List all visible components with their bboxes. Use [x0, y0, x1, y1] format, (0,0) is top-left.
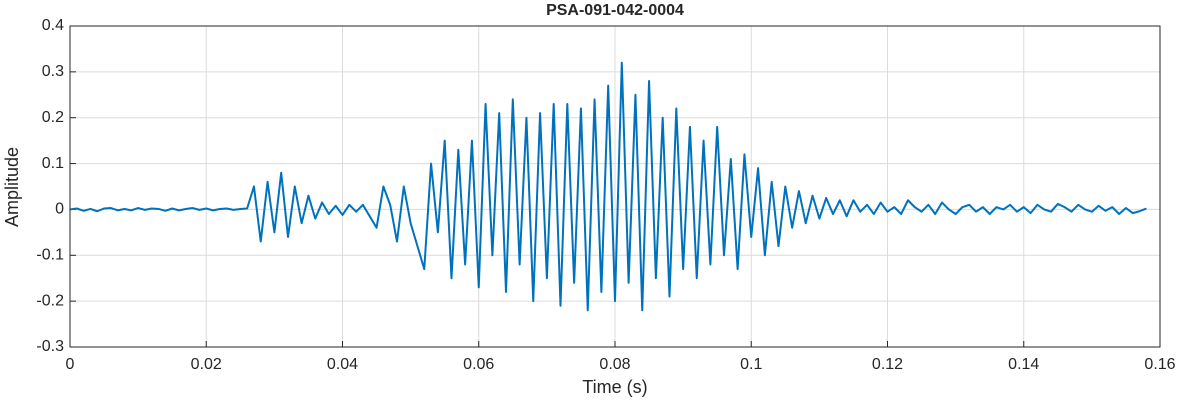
y-tick-label: 0.1: [42, 155, 64, 172]
x-tick-label: 0.04: [327, 356, 358, 373]
x-tick-label: 0.06: [463, 356, 494, 373]
x-tick-label: 0.02: [191, 356, 222, 373]
chart-title: PSA-091-042-0004: [546, 2, 684, 19]
axes-box: [69, 25, 1161, 348]
y-tick-label: 0: [55, 201, 64, 218]
y-tick-label: -0.1: [36, 247, 64, 264]
x-tick-label: 0.1: [740, 356, 762, 373]
x-tick-label: 0.08: [599, 356, 630, 373]
x-tick-label: 0.16: [1144, 356, 1175, 373]
x-tick-label: 0.14: [1008, 356, 1039, 373]
x-tick-label: 0: [66, 356, 75, 373]
x-axis-label: Time (s): [582, 377, 647, 397]
signal-line: [69, 61, 1147, 312]
y-tick-label: -0.2: [36, 292, 64, 309]
y-tick-label: -0.3: [36, 338, 64, 355]
y-tick-label: 0.2: [42, 109, 64, 126]
y-tick-label: 0.4: [42, 17, 64, 34]
y-tick-label: 0.3: [42, 63, 64, 80]
y-axis-label: Amplitude: [2, 147, 22, 227]
x-tick-label: 0.12: [872, 356, 903, 373]
